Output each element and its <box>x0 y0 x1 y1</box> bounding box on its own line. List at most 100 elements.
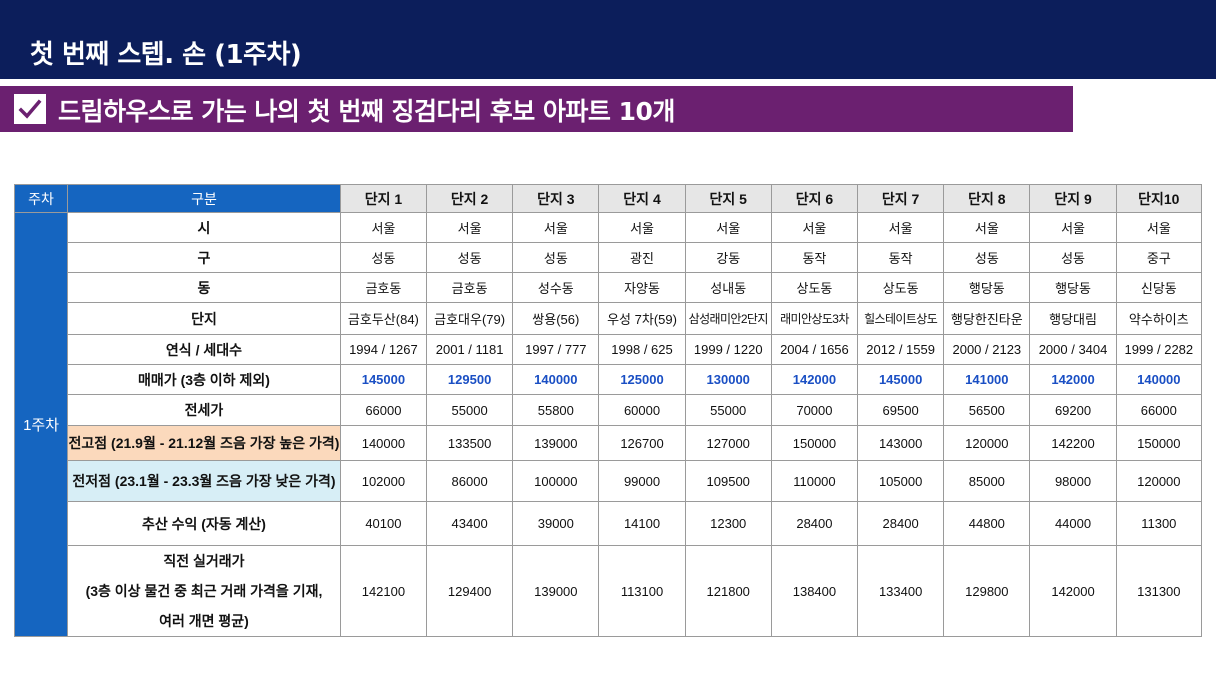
table-cell: 성동 <box>1029 242 1117 273</box>
table-cell: 행당대림 <box>1029 302 1117 335</box>
table-cell: 28400 <box>770 501 859 546</box>
table-cell: 55800 <box>512 394 600 426</box>
apartment-table: 주차 구분 단지 1 단지 2 단지 3 단지 4 단지 5 단지 6 단지 7… <box>13 184 1203 637</box>
table-cell: 금호동 <box>426 272 514 303</box>
table-cell: 상도동 <box>770 272 859 303</box>
table-cell: 150000 <box>770 425 859 461</box>
table-cell: 121800 <box>684 545 772 637</box>
row-label: 전고점 (21.9월 - 21.12월 즈음 가장 높은 가격) <box>67 425 341 461</box>
table-cell: 150000 <box>1115 425 1203 461</box>
unit-header: 단지 4 <box>598 184 686 213</box>
table-cell: 2012 / 1559 <box>857 334 945 365</box>
table-cell: 142100 <box>339 545 428 637</box>
table-cell: 99000 <box>598 460 686 502</box>
table-cell: 힐스테이트상도 <box>857 302 945 335</box>
table-cell: 성수동 <box>512 272 600 303</box>
table-cell: 금호동 <box>339 272 428 303</box>
row-label: 추산 수익 (자동 계산) <box>67 501 341 546</box>
table-cell: 자양동 <box>598 272 686 303</box>
table-cell: 44800 <box>943 501 1031 546</box>
table-cell: 쌍용(56) <box>512 302 600 335</box>
table-cell: 56500 <box>943 394 1031 426</box>
table-row: 매매가 (3층 이하 제외) 145000 129500 140000 125000 13… <box>15 364 1203 395</box>
row-label: 동 <box>67 272 341 303</box>
table-body: 1주차 시 서울 서울 서울 서울 서울 서울 서울 서울 서울 서울 구 성동 성동 성동 광진 강동 동작 동작 성… <box>13 212 1203 637</box>
table-cell: 금호두산(84) <box>339 302 428 335</box>
table-cell: 신당동 <box>1115 272 1203 303</box>
table-cell: 39000 <box>512 501 600 546</box>
unit-header: 단지 3 <box>512 184 600 213</box>
table-cell: 서울 <box>943 212 1031 243</box>
table-cell: 동작 <box>857 242 945 273</box>
table-cell: 2000 / 3404 <box>1029 334 1117 365</box>
table-row: 연식 / 세대수 1994 / 1267 2001 / 1181 1997 / 777… <box>15 334 1203 365</box>
table-cell: 69500 <box>857 394 945 426</box>
unit-header: 단지 2 <box>426 184 514 213</box>
category-header: 구분 <box>67 184 341 213</box>
unit-header: 단지 6 <box>770 184 859 213</box>
table-cell: 서울 <box>512 212 600 243</box>
table-cell: 서울 <box>684 212 772 243</box>
table-cell: 66000 <box>1115 394 1203 426</box>
table-row: 전고점 (21.9월 - 21.12월 즈음 가장 높은 가격) 140000 13… <box>15 425 1203 461</box>
table-cell: 133500 <box>426 425 514 461</box>
table-cell: 성동 <box>512 242 600 273</box>
table-cell: 145000 <box>339 364 428 395</box>
table-cell: 66000 <box>339 394 428 426</box>
table-cell: 성동 <box>943 242 1031 273</box>
table-row: 구 성동 성동 성동 광진 강동 동작 동작 성동 성동 중구 <box>15 242 1203 273</box>
table-cell: 102000 <box>339 460 428 502</box>
row-label: 매매가 (3층 이하 제외) <box>67 364 341 395</box>
table-cell: 2004 / 1656 <box>770 334 859 365</box>
table-cell: 44000 <box>1029 501 1117 546</box>
row-label: 전세가 <box>67 394 341 426</box>
row-label-line: 여러 개면 평균) <box>159 613 249 629</box>
table-cell: 140000 <box>512 364 600 395</box>
row-label: 단지 <box>67 302 341 335</box>
unit-header: 단지 5 <box>684 184 772 213</box>
table-cell: 2001 / 1181 <box>426 334 514 365</box>
table-row: 단지 금호두산(84) 금호대우(79) 쌍용(56) 우성 7차(59) 삼성래미안2단… <box>15 302 1203 335</box>
table-cell: 142000 <box>1029 364 1117 395</box>
table-cell: 139000 <box>512 545 600 637</box>
title-bar: 첫 번째 스텝. 손 (1주차) <box>0 0 1216 79</box>
table-cell: 행당동 <box>943 272 1031 303</box>
row-label: 구 <box>67 242 341 273</box>
table-cell: 70000 <box>770 394 859 426</box>
page-title: 첫 번째 스텝. 손 (1주차) <box>30 40 302 70</box>
table-cell: 126700 <box>598 425 686 461</box>
table-cell: 1997 / 777 <box>512 334 600 365</box>
table-cell: 동작 <box>770 242 859 273</box>
unit-header: 단지 8 <box>943 184 1031 213</box>
table-cell: 125000 <box>598 364 686 395</box>
table-cell: 133400 <box>857 545 945 637</box>
subtitle-bar: 드림하우스로 가는 나의 첫 번째 징검다리 후보 아파트 10개 <box>0 86 1073 132</box>
table-cell: 98000 <box>1029 460 1117 502</box>
unit-header: 단지 7 <box>857 184 945 213</box>
table-cell: 127000 <box>684 425 772 461</box>
table-cell: 120000 <box>1115 460 1203 502</box>
row-label: 직전 실거래가 (3층 이상 물건 중 최근 거래 가격을 기재, 여러 개면 평균… <box>67 545 341 637</box>
table-cell: 131300 <box>1115 545 1203 637</box>
checkbox-icon <box>14 94 46 124</box>
row-label: 시 <box>67 212 341 243</box>
table-row: 직전 실거래가 (3층 이상 물건 중 최근 거래 가격을 기재, 여러 개면 평균… <box>15 545 1203 637</box>
table-cell: 69200 <box>1029 394 1117 426</box>
table-cell: 14100 <box>598 501 686 546</box>
subtitle: 드림하우스로 가는 나의 첫 번째 징검다리 후보 아파트 10개 <box>58 97 675 126</box>
table-cell: 138400 <box>770 545 859 637</box>
week-header: 주차 <box>13 184 69 213</box>
table-cell: 43400 <box>426 501 514 546</box>
table-row: 전저점 (23.1월 - 23.3월 즈음 가장 낮은 가격) 102000 860… <box>15 460 1203 502</box>
table-cell: 85000 <box>943 460 1031 502</box>
table-cell: 105000 <box>857 460 945 502</box>
table-cell: 서울 <box>339 212 428 243</box>
table-cell: 1999 / 2282 <box>1115 334 1203 365</box>
row-label-line: 직전 실거래가 <box>163 553 245 569</box>
table-cell: 145000 <box>857 364 945 395</box>
row-label: 전저점 (23.1월 - 23.3월 즈음 가장 낮은 가격) <box>67 460 341 502</box>
table-cell: 60000 <box>598 394 686 426</box>
table-cell: 행당동 <box>1029 272 1117 303</box>
table-cell: 강동 <box>684 242 772 273</box>
table-row: 전세가 66000 55000 55800 60000 55000 70000 69500 56… <box>15 394 1203 426</box>
